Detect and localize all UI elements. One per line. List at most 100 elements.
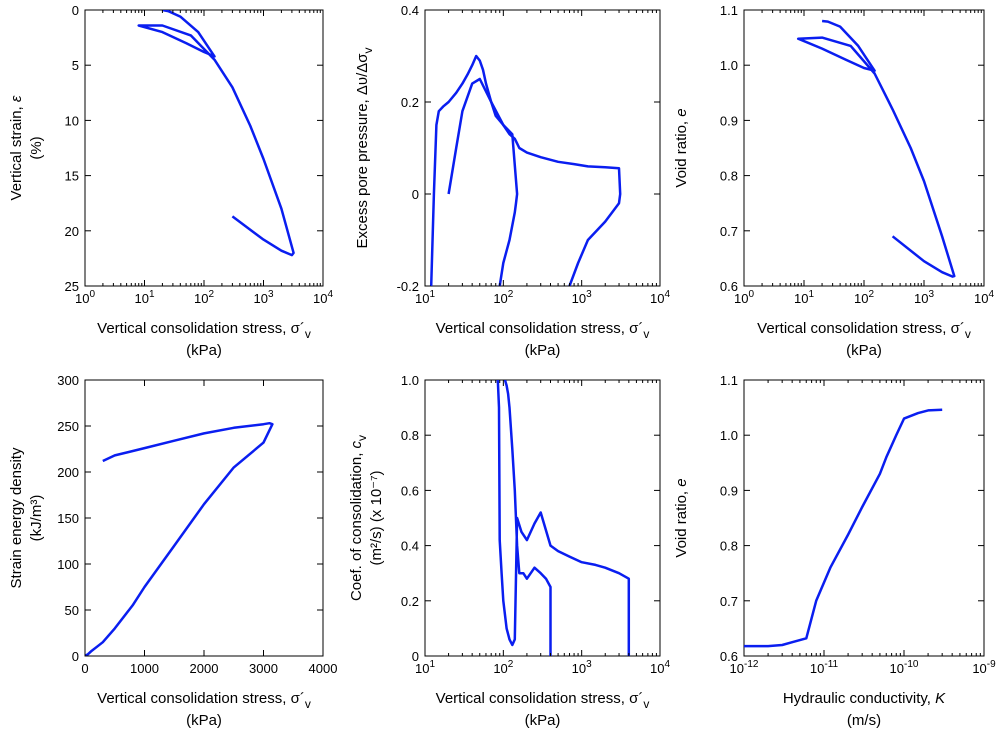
chart4-x-tick-label: 4000 (309, 661, 338, 676)
chart6-x-axis-label: Hydraulic conductivity, K (783, 690, 946, 707)
chart2-y-tick-label: 0.2 (401, 95, 419, 110)
chart5-plot-frame (424, 379, 661, 657)
chart5-series-line-1 (496, 380, 631, 656)
chart5-x-tick-label: 101 (415, 659, 435, 676)
chart1-y-tick-label: 5 (72, 58, 79, 73)
chart-panel-6: 10-12 10-11 10-10 10-9 0.6 0.7 0.8 0.9 1.0 1.1 Hyd… (673, 373, 996, 729)
chart4-x-tick-label: 0 (81, 661, 88, 676)
chart6-x-tick-label: 10-9 (972, 659, 996, 676)
chart6-y-tick-label: 1.1 (720, 373, 738, 388)
chart-panel-4: 0 1000 2000 3000 4000 0 50 100 150 200 250 300 Verti… (8, 373, 337, 729)
chart1-x-tick-label: 101 (134, 289, 154, 306)
chart2-x-tick-label: 103 (572, 289, 592, 306)
chart1-y-tick-label: 15 (65, 169, 79, 184)
chart1-y-tick-label: 10 (65, 113, 79, 128)
chart2-series-line-1 (429, 54, 622, 286)
chart1-x-tick-label: 104 (313, 289, 333, 306)
chart3-x-axis-label: Vertical consolidation stress, σ´v (757, 320, 971, 341)
chart2-y-tick-label: 0 (412, 187, 419, 202)
chart3-x-tick-label: 101 (794, 289, 814, 306)
chart3-plot-frame (743, 9, 985, 287)
chart3-y-tick-label: 0.9 (720, 113, 738, 128)
chart5-y-tick-label: 0.6 (401, 483, 419, 498)
chart2-y-axis-label: Excess pore pressure, Δυ/Δσv (354, 47, 375, 248)
chart4-plot-frame (84, 379, 324, 657)
chart6-series-line-1 (744, 408, 943, 648)
chart3-series-line-1 (796, 19, 956, 278)
chart5-y-axis-label-group: Coef. of consolidation, cv(m²/s) (x 10⁻⁷… (348, 435, 385, 601)
chart2-x-tick-label: 101 (415, 289, 435, 306)
chart2-plot-frame (424, 9, 661, 287)
chart5-x-tick-label: 104 (650, 659, 670, 676)
chart1-y-axis-label: Vertical strain, ε (8, 95, 25, 200)
chart2-y-tick-label: -0.2 (397, 279, 419, 294)
chart1-y-axis-unit: (%) (28, 136, 45, 159)
chart3-x-tick-label: 102 (854, 289, 874, 306)
chart3-x-tick-label: 104 (974, 289, 994, 306)
chart2-x-tick-label: 102 (493, 289, 513, 306)
chart3-y-axis-label: Void ratio, e (673, 108, 690, 187)
chart2-series-line-2 (447, 77, 519, 286)
chart5-x-axis-unit: (kPa) (525, 712, 561, 729)
chart5-y-axis-label: Coef. of consolidation, cv (348, 435, 369, 601)
chart5-series-line-2 (503, 380, 552, 656)
chart1-x-tick-label: 100 (75, 289, 95, 306)
chart5-y-axis-unit: (m²/s) (x 10⁻⁷) (368, 470, 385, 565)
chart3-x-tick-label: 100 (734, 289, 754, 306)
chart1-x-tick-label: 102 (194, 289, 214, 306)
chart1-x-axis-unit: (kPa) (186, 342, 222, 359)
chart-panel-1: 100 101 102 103 104 0 5 10 15 20 25 Vertical consol… (8, 3, 333, 359)
chart6-x-tick-label: 10-12 (730, 659, 759, 676)
chart2-y-tick-label: 0.4 (401, 3, 419, 18)
chart5-x-tick-label: 103 (572, 659, 592, 676)
chart4-x-axis-unit: (kPa) (186, 712, 222, 729)
chart4-series-line-1 (85, 421, 274, 656)
chart3-x-axis-unit: (kPa) (846, 342, 882, 359)
chart2-x-tick-label: 104 (650, 289, 670, 306)
chart6-x-axis-unit: (m/s) (847, 712, 881, 729)
chart3-y-tick-label: 1.0 (720, 58, 738, 73)
chart4-y-tick-label: 50 (65, 603, 79, 618)
chart6-y-tick-label: 1.0 (720, 428, 738, 443)
chart2-x-axis-unit: (kPa) (525, 342, 561, 359)
chart6-x-tick-label: 10-11 (810, 659, 839, 676)
chart6-y-axis-label: Void ratio, e (673, 478, 690, 557)
chart6-y-tick-label: 0.7 (720, 594, 738, 609)
chart5-y-tick-label: 0 (412, 649, 419, 664)
chart4-x-tick-label: 2000 (190, 661, 219, 676)
chart4-y-tick-label: 150 (57, 511, 79, 526)
chart5-y-tick-label: 0.8 (401, 428, 419, 443)
chart1-series-line-1 (137, 10, 295, 257)
chart5-y-tick-label: 1.0 (401, 373, 419, 388)
chart4-y-tick-label: 0 (72, 649, 79, 664)
chart4-y-tick-label: 300 (57, 373, 79, 388)
chart5-x-tick-label: 102 (493, 659, 513, 676)
chart1-y-axis-label-group: Vertical strain, ε(%) (8, 95, 45, 200)
chart5-y-tick-label: 0.2 (401, 594, 419, 609)
chart4-x-axis-label: Vertical consolidation stress, σ´v (97, 690, 311, 711)
chart6-y-tick-label: 0.8 (720, 539, 738, 554)
chart4-y-tick-label: 100 (57, 557, 79, 572)
chart5-y-tick-label: 0.4 (401, 539, 419, 554)
chart4-y-axis-label-group: Strain energy density (kJ/m³) (8, 447, 45, 588)
chart4-x-tick-label: 1000 (130, 661, 159, 676)
chart-panel-3: 100 101 102 103 104 0.6 0.7 0.8 0.9 1.0 1.1 Vertica… (673, 3, 994, 359)
chart3-y-tick-label: 1.1 (720, 3, 738, 18)
chart6-y-axis-label-group: Void ratio, e (673, 478, 690, 557)
chart3-y-axis-label-group: Void ratio, e (673, 108, 690, 187)
chart2-x-axis-label: Vertical consolidation stress, σ´v (436, 320, 650, 341)
chart3-y-tick-label: 0.6 (720, 279, 738, 294)
chart1-x-axis-label: Vertical consolidation stress, σ´v (97, 320, 311, 341)
chart2-y-axis-label-group: Excess pore pressure, Δυ/Δσv (354, 47, 375, 248)
chart1-y-tick-label: 25 (65, 279, 79, 294)
chart1-y-tick-label: 0 (72, 3, 79, 18)
chart4-x-tick-label: 3000 (249, 661, 278, 676)
chart3-y-tick-label: 0.7 (720, 224, 738, 239)
chart6-x-tick-label: 10-10 (890, 659, 919, 676)
chart5-x-axis-label: Vertical consolidation stress, σ´v (436, 690, 650, 711)
chart3-y-tick-label: 0.8 (720, 169, 738, 184)
chart6-plot-frame (743, 379, 985, 657)
chart4-y-tick-label: 200 (57, 465, 79, 480)
chart1-x-tick-label: 103 (253, 289, 273, 306)
